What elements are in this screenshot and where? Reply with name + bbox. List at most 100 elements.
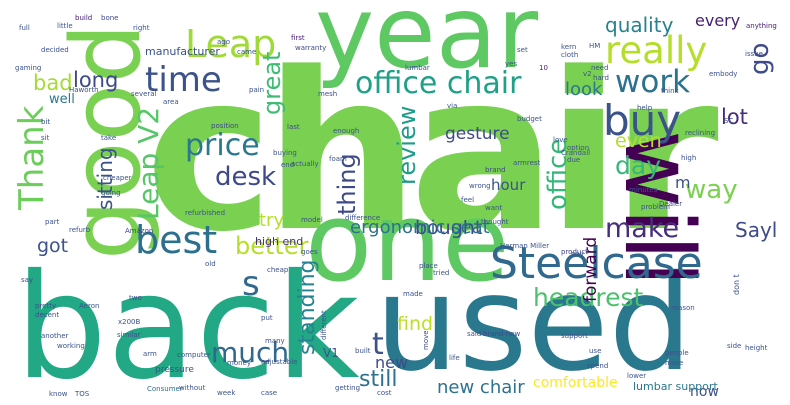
word-reason: reason xyxy=(671,304,695,312)
word-office-chair: office chair xyxy=(355,66,522,101)
word-desk: desk xyxy=(215,162,277,192)
word-spend: spend xyxy=(587,362,609,370)
word-even: even xyxy=(615,130,662,152)
word-case: case xyxy=(261,389,278,397)
word-issue: issue xyxy=(745,50,763,58)
word-thought: thought xyxy=(481,218,509,226)
word-bad: bad xyxy=(33,71,73,95)
word-due: due xyxy=(567,156,581,164)
word-option: option xyxy=(567,144,590,152)
word-make: make xyxy=(605,213,680,244)
word-tos: TOS xyxy=(75,390,90,398)
word-one: one xyxy=(305,178,510,306)
word-take: take xyxy=(101,134,117,142)
word-made: made xyxy=(403,290,423,298)
word-chair: chair xyxy=(145,27,719,280)
word-work: work xyxy=(615,64,691,100)
word-problem: problem xyxy=(641,203,670,211)
word-several: several xyxy=(131,90,157,98)
word-want: want xyxy=(485,204,503,212)
word-cheaper: cheaper xyxy=(103,174,132,182)
word-money: money xyxy=(227,359,251,367)
word-computer: computer xyxy=(177,351,211,359)
word-yes: yes xyxy=(505,60,518,68)
word-via: via xyxy=(447,102,458,110)
word-high: high xyxy=(681,154,697,162)
word-wrong: wrong xyxy=(469,182,491,190)
word-brand-new: brand new xyxy=(483,330,521,338)
word-price: price xyxy=(185,128,260,163)
word-year: year xyxy=(315,5,539,91)
word-product: product xyxy=(561,248,588,256)
word-ago: ago xyxy=(217,38,231,46)
word-buying: buying xyxy=(273,149,297,157)
word-cost: cost xyxy=(377,389,392,397)
word-decided: decided xyxy=(41,46,69,54)
word-bone: bone xyxy=(101,14,119,22)
word-first: first xyxy=(291,34,305,42)
word-reclining: reclining xyxy=(685,129,716,137)
word-leap-v2: Leap V2 xyxy=(132,106,165,220)
word-hour: hour xyxy=(491,176,526,194)
word-week: week xyxy=(217,389,236,397)
word-move: move xyxy=(422,330,430,350)
word-every: every xyxy=(695,11,741,30)
word-said: said xyxy=(467,330,482,338)
word-sc: SC xyxy=(724,117,734,125)
word-place: place xyxy=(419,262,438,270)
word-really: really xyxy=(605,29,708,72)
word-many: many xyxy=(265,337,285,345)
word-lower: lower xyxy=(627,372,647,380)
word-sayl: Sayl xyxy=(735,218,778,242)
word-consumer: Consumer xyxy=(147,385,183,393)
word-pay: pay xyxy=(571,250,584,258)
word-know: know xyxy=(49,390,68,398)
word-way: way xyxy=(685,175,738,205)
word-lot: lot xyxy=(721,105,748,129)
word-find: find xyxy=(397,313,434,335)
word-more: more xyxy=(665,359,684,367)
word-headrest: headrest xyxy=(533,283,644,312)
word-foam: foam xyxy=(329,155,347,163)
word-height: height xyxy=(745,344,768,352)
word-t: t xyxy=(372,327,384,362)
word-kern: kern xyxy=(561,43,577,51)
word-think: think xyxy=(661,87,679,95)
word-pain: pain xyxy=(249,86,265,94)
word-different: different xyxy=(320,310,328,340)
word-refurbished: refurbished xyxy=(185,209,226,217)
word-arm: arm xyxy=(143,350,157,358)
word-full: full xyxy=(19,24,30,32)
word-built: built xyxy=(355,347,371,355)
word-decent: decent xyxy=(35,311,60,319)
word-anything: anything xyxy=(746,22,777,30)
word-right: right xyxy=(133,24,150,32)
word-got: got xyxy=(37,235,69,257)
word-side: side xyxy=(727,342,742,350)
word-steelcase: Steelcase xyxy=(490,238,703,289)
word-end: end xyxy=(281,161,295,169)
word-mesh: mesh xyxy=(318,90,338,98)
word-go: go xyxy=(745,42,775,75)
word-bit: bit xyxy=(41,118,51,126)
word-refurb: refurb xyxy=(69,226,91,234)
word-budget: budget xyxy=(517,115,542,123)
word-m: m xyxy=(675,173,691,192)
word-hm: HM xyxy=(589,42,601,50)
word-buy: buy xyxy=(603,96,682,145)
word-last: last xyxy=(287,123,300,131)
word-another: another xyxy=(41,332,69,340)
word-high-end: high end xyxy=(255,235,304,248)
word-crandall: Crandall xyxy=(561,149,591,157)
word-v2: v2 xyxy=(583,70,592,78)
word-came: came xyxy=(237,48,257,56)
word-similar: similar xyxy=(117,331,141,339)
word-life: life xyxy=(449,354,460,362)
word-10: 10 xyxy=(539,64,548,72)
word-people: people xyxy=(665,349,689,357)
word-used: used xyxy=(375,247,693,400)
word-s: s xyxy=(242,264,260,304)
word-hard: hard xyxy=(593,74,609,82)
word-aeron: Aeron xyxy=(79,302,100,310)
word-set: set xyxy=(517,46,528,54)
